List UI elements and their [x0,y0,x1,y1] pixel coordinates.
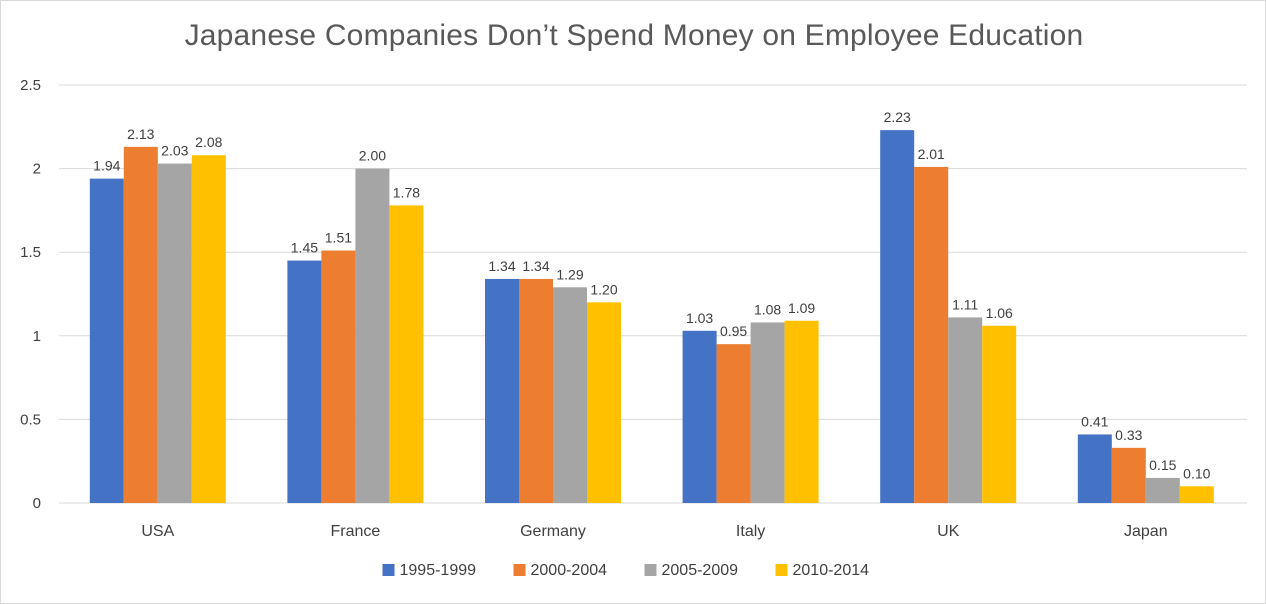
y-tick-label: 2 [33,161,41,178]
bar [157,163,192,504]
data-label: 1.09 [788,300,815,316]
bar [553,287,587,503]
x-tick-label: France [331,523,381,540]
data-label: 1.06 [986,305,1013,321]
bar [784,320,819,503]
bar [389,205,424,503]
data-label: 1.34 [522,258,549,274]
bar [1077,434,1112,503]
bar [1179,486,1214,503]
data-label: 2.23 [884,109,911,125]
data-label: 2.13 [127,126,154,142]
y-tick-label: 1.5 [20,244,41,261]
bar [716,344,751,503]
legend-label: 1995-1999 [400,562,477,579]
bar [682,330,717,503]
bar [519,278,553,503]
bar [948,317,983,503]
bar [321,250,356,503]
data-label: 1.03 [686,310,713,326]
bar [485,278,519,503]
bar [123,146,158,503]
legend-swatch [382,564,395,576]
bar [287,260,322,503]
bar [1111,447,1146,503]
data-label: 0.10 [1183,465,1210,481]
legend-swatch [513,564,526,576]
data-label: 1.45 [291,240,318,256]
bar [750,322,785,503]
data-label: 1.51 [325,230,352,246]
data-label: 2.01 [918,146,945,162]
y-tick-label: 0.5 [20,411,41,428]
y-tick-label: 2.5 [20,77,41,94]
legend-label: 2010-2014 [793,562,870,579]
legend-label: 2005-2009 [662,562,739,579]
bar [89,178,124,503]
bar [587,302,621,503]
data-label: 0.41 [1081,413,1108,429]
legend-swatch [644,564,657,576]
data-label: 0.15 [1149,457,1176,473]
bar [914,166,949,504]
data-label: 1.20 [590,281,617,297]
x-tick-label: Germany [520,523,586,540]
x-tick-label: Italy [736,523,765,540]
data-label: 1.94 [93,158,120,174]
legend-swatch [775,564,788,576]
bar [982,325,1017,503]
data-label: 2.03 [161,143,188,159]
data-label: 1.11 [952,296,978,312]
data-label: 0.95 [720,323,747,339]
data-label: 1.78 [393,184,420,200]
data-label: 0.33 [1115,427,1142,443]
bar [880,130,915,504]
legend-label: 2000-2004 [531,562,608,579]
x-tick-label: UK [937,523,960,540]
y-tick-label: 0 [33,495,41,512]
x-tick-label: USA [141,523,174,540]
y-tick-label: 1 [33,328,41,345]
data-label: 2.08 [195,134,222,150]
data-label: 1.34 [488,258,515,274]
bar [191,155,226,503]
data-label: 1.29 [556,266,583,282]
bar [1145,477,1180,503]
chart-title: Japanese Companies Don’t Spend Money on … [184,19,1084,52]
data-label: 1.08 [754,301,781,317]
bar [355,168,390,503]
x-tick-label: Japan [1124,523,1168,540]
data-label: 2.00 [359,148,386,164]
